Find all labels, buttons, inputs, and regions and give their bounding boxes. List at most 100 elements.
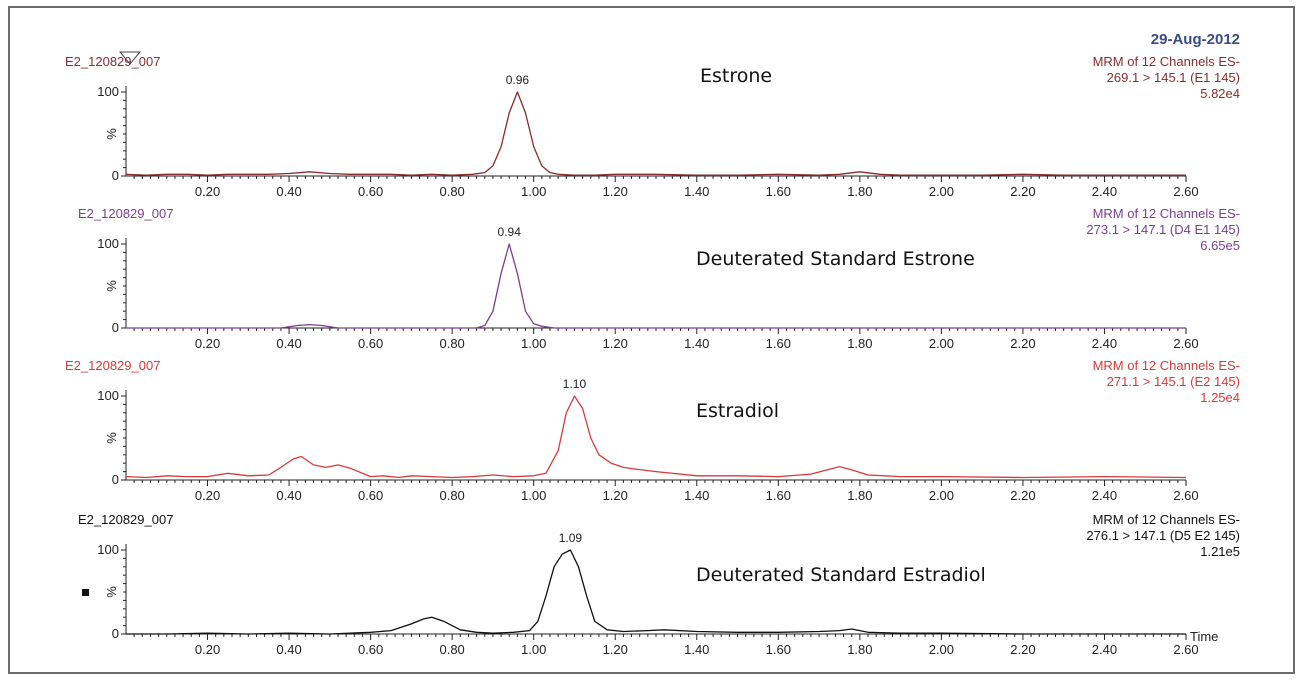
sample-label: E2_120829_007 [65,358,160,373]
x-tick-label: 0.80 [439,642,464,657]
intensity-label: 1.21e5 [1200,544,1240,559]
y-axis-title: % [104,432,119,444]
y-tick-label: 0 [112,626,119,641]
x-tick-label: 1.80 [847,488,872,503]
intensity-label: 6.65e5 [1200,238,1240,253]
x-tick-label: 1.00 [521,184,546,199]
x-tick-label: 0.80 [439,336,464,351]
x-tick-label: 1.60 [766,488,791,503]
x-tick-label: 0.20 [195,336,220,351]
channel-title: MRM of 12 Channels ES- [1093,512,1240,527]
y-tick-label: 100 [97,542,119,557]
x-tick-label: 1.00 [521,642,546,657]
compound-label: Deuterated Standard Estrone [696,248,975,270]
x-tick-label: 2.00 [929,184,954,199]
peak-label: 0.96 [506,73,530,87]
transition-label: 271.1 > 145.1 (E2 145) [1107,374,1240,389]
x-tick-label: 1.00 [521,336,546,351]
channel-title: MRM of 12 Channels ES- [1093,358,1240,373]
transition-label: 273.1 > 147.1 (D4 E1 145) [1086,222,1240,237]
sample-label: E2_120829_007 [78,206,173,221]
x-tick-label: 1.40 [684,336,709,351]
x-tick-label: 1.60 [766,642,791,657]
y-tick-label: 100 [97,84,119,99]
y-tick-label: 0 [112,472,119,487]
x-tick-label: 2.20 [1010,184,1035,199]
x-tick-label: 2.40 [1092,642,1117,657]
y-tick-label: 100 [97,236,119,251]
x-tick-label: 2.60 [1173,488,1198,503]
channel-title: MRM of 12 Channels ES- [1093,54,1240,69]
x-tick-label: 2.20 [1010,642,1035,657]
chromatogram-panel-2: E2_120829_007 MRM of 12 Channels ES-273.1… [78,206,1240,351]
y-tick-label: 100 [97,388,119,403]
x-tick-label: 0.40 [276,184,301,199]
channel-title: MRM of 12 Channels ES- [1093,206,1240,221]
x-tick-label: 1.20 [603,184,628,199]
y-tick-label: 0 [112,320,119,335]
run-date: 29-Aug-2012 [1151,31,1240,48]
x-tick-label: 0.40 [276,336,301,351]
x-tick-label: 2.60 [1173,336,1198,351]
transition-label: 269.1 > 145.1 (E1 145) [1107,70,1240,85]
peak-label: 1.09 [559,531,583,545]
x-tick-label: 1.80 [847,336,872,351]
compound-label: Estrone [700,65,772,87]
x-tick-label: 2.40 [1092,488,1117,503]
x-tick-label: 1.20 [603,642,628,657]
x-tick-label: 0.20 [195,488,220,503]
x-tick-label: 1.80 [847,642,872,657]
marker-square [82,589,89,596]
peak-label: 1.10 [563,377,587,391]
x-tick-label: 2.20 [1010,336,1035,351]
chromatogram-panel-4: E2_120829_007 MRM of 12 Channels ES-276.1… [78,512,1240,657]
y-axis-title: % [104,128,119,140]
transition-label: 276.1 > 147.1 (D5 E2 145) [1086,528,1240,543]
x-tick-label: 2.00 [929,488,954,503]
y-axis-title: % [104,280,119,292]
compound-label: Deuterated Standard Estradiol [696,564,986,586]
x-tick-label: 0.60 [358,336,383,351]
range-marker-icon [118,51,142,65]
x-tick-label: 1.40 [684,488,709,503]
x-tick-label: 1.20 [603,336,628,351]
x-tick-label: 2.60 [1173,184,1198,199]
sample-label: E2_120829_007 [65,54,160,69]
x-tick-label: 0.60 [358,488,383,503]
x-tick-label: 1.20 [603,488,628,503]
peak-label: 0.94 [498,225,522,239]
x-tick-label: 1.40 [684,184,709,199]
chromatogram-trace [125,91,1186,176]
intensity-label: 5.82e4 [1200,86,1240,101]
sample-label: E2_120829_007 [78,512,173,527]
x-tick-label: 2.60 [1173,642,1198,657]
chromatogram-trace [126,243,1186,329]
chromatogram-panel-1: E2_120829_007 MRM of 12 Channels ES-269.1… [65,54,1240,199]
x-tick-label: 1.00 [521,488,546,503]
chromatogram-panel-3: E2_120829_007 MRM of 12 Channels ES-271.1… [65,358,1240,503]
chromatogram-chart: 29-Aug-2012 E2_120829_007 MRM of 12 Chann… [65,31,1240,657]
x-tick-label: 1.60 [766,184,791,199]
x-tick-label: 0.20 [195,642,220,657]
x-tick-label: 0.20 [195,184,220,199]
compound-label: Estradiol [696,400,779,422]
x-tick-label: 0.60 [358,642,383,657]
x-tick-label: 1.80 [847,184,872,199]
chromatogram-trace [125,395,1187,479]
y-axis-title: % [104,586,119,598]
x-axis-title: Time [1190,629,1218,644]
x-tick-label: 0.60 [358,184,383,199]
x-tick-label: 1.60 [766,336,791,351]
x-tick-label: 2.00 [929,642,954,657]
x-tick-label: 2.40 [1092,184,1117,199]
x-tick-label: 2.40 [1092,336,1117,351]
x-tick-label: 0.80 [439,184,464,199]
x-tick-label: 0.40 [276,642,301,657]
x-tick-label: 2.20 [1010,488,1035,503]
x-tick-label: 0.40 [276,488,301,503]
x-tick-label: 2.00 [929,336,954,351]
y-tick-label: 0 [112,168,119,183]
x-tick-label: 0.80 [439,488,464,503]
chromatogram-trace [126,549,1186,635]
intensity-label: 1.25e4 [1200,390,1240,405]
